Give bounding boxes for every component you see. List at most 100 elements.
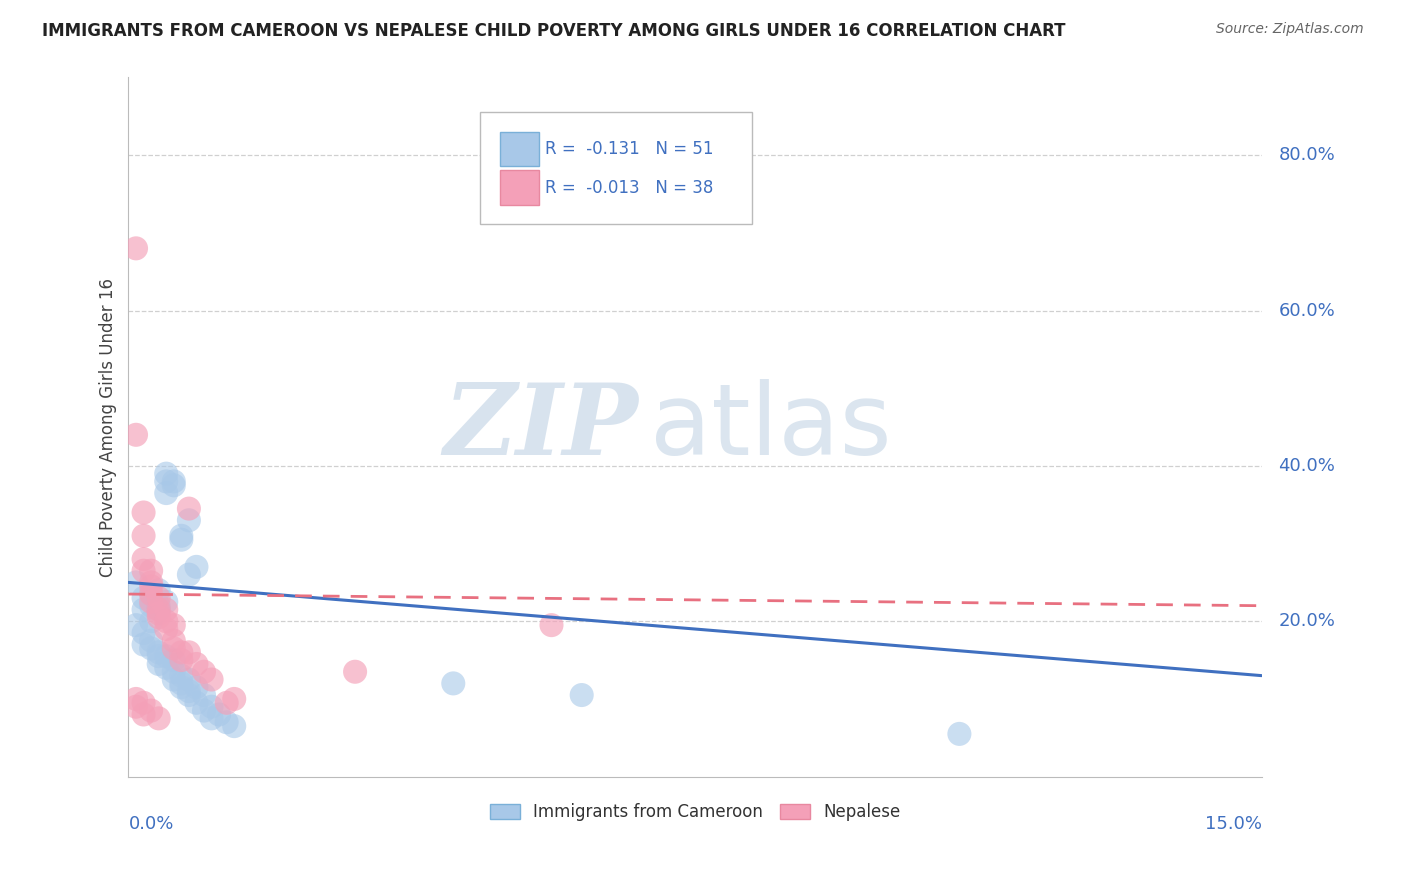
Point <box>177 513 200 527</box>
Point <box>155 661 177 675</box>
Point <box>125 692 148 706</box>
Point <box>215 696 238 710</box>
Point <box>125 618 148 632</box>
Text: Source: ZipAtlas.com: Source: ZipAtlas.com <box>1216 22 1364 37</box>
Point <box>163 673 186 687</box>
Y-axis label: Child Poverty Among Girls Under 16: Child Poverty Among Girls Under 16 <box>100 277 117 576</box>
Point <box>163 478 186 492</box>
Point <box>208 707 231 722</box>
Point <box>139 587 162 601</box>
Text: ZIP: ZIP <box>443 379 638 475</box>
Point <box>177 501 200 516</box>
Text: 60.0%: 60.0% <box>1278 301 1336 319</box>
Point <box>132 707 155 722</box>
Point <box>344 665 367 679</box>
Point <box>155 614 177 628</box>
Point <box>177 684 200 698</box>
Point <box>170 680 193 694</box>
Point <box>200 673 222 687</box>
Point <box>186 680 208 694</box>
Point <box>139 641 162 656</box>
Point <box>139 633 162 648</box>
Point <box>163 633 186 648</box>
Point <box>224 692 246 706</box>
Point <box>170 653 193 667</box>
Point <box>200 711 222 725</box>
Point <box>540 618 562 632</box>
Point <box>571 688 593 702</box>
Point <box>125 575 148 590</box>
Point <box>139 595 162 609</box>
Point <box>170 645 193 659</box>
FancyBboxPatch shape <box>479 112 752 224</box>
Point <box>132 602 155 616</box>
Point <box>155 649 177 664</box>
Point <box>132 529 155 543</box>
Point <box>125 241 148 255</box>
Point <box>170 676 193 690</box>
Point <box>139 579 162 593</box>
FancyBboxPatch shape <box>501 132 538 166</box>
Point <box>132 626 155 640</box>
Text: 15.0%: 15.0% <box>1205 815 1261 833</box>
Point <box>948 727 970 741</box>
Point <box>132 638 155 652</box>
Point <box>132 591 155 605</box>
Text: 20.0%: 20.0% <box>1278 612 1336 631</box>
Point <box>155 467 177 481</box>
Point <box>125 427 148 442</box>
Point <box>148 657 170 671</box>
Point <box>148 591 170 605</box>
Text: 40.0%: 40.0% <box>1278 457 1336 475</box>
Point <box>148 602 170 616</box>
Point <box>193 688 215 702</box>
Text: atlas: atlas <box>650 378 891 475</box>
Point <box>139 575 162 590</box>
Point <box>132 552 155 566</box>
Point <box>148 607 170 621</box>
Point <box>186 560 208 574</box>
Point <box>200 699 222 714</box>
Point <box>125 699 148 714</box>
Point <box>148 711 170 725</box>
Point <box>441 676 464 690</box>
Point <box>139 599 162 613</box>
Point <box>148 602 170 616</box>
Point <box>193 665 215 679</box>
Point <box>132 506 155 520</box>
Point <box>139 704 162 718</box>
Point <box>155 602 177 616</box>
Point <box>139 564 162 578</box>
Point <box>193 704 215 718</box>
Point <box>139 614 162 628</box>
Point <box>186 696 208 710</box>
Point <box>163 653 186 667</box>
Point <box>139 587 162 601</box>
Point <box>163 665 186 679</box>
Legend: Immigrants from Cameroon, Nepalese: Immigrants from Cameroon, Nepalese <box>484 797 907 828</box>
Point <box>155 486 177 500</box>
Text: R =  -0.131   N = 51: R = -0.131 N = 51 <box>546 140 714 158</box>
Point <box>148 649 170 664</box>
Point <box>215 715 238 730</box>
Text: 80.0%: 80.0% <box>1278 146 1336 164</box>
Point <box>177 567 200 582</box>
Point <box>170 529 193 543</box>
Point <box>177 673 200 687</box>
Point <box>177 688 200 702</box>
Text: 0.0%: 0.0% <box>128 815 174 833</box>
Text: R =  -0.013   N = 38: R = -0.013 N = 38 <box>546 179 714 197</box>
Point <box>163 618 186 632</box>
Point <box>186 657 208 671</box>
Point <box>155 595 177 609</box>
Point <box>163 641 186 656</box>
Point <box>170 533 193 547</box>
Point <box>155 475 177 489</box>
Point <box>148 610 170 624</box>
Point <box>148 645 170 659</box>
Point <box>224 719 246 733</box>
FancyBboxPatch shape <box>501 170 538 204</box>
Point <box>148 599 170 613</box>
Point <box>155 622 177 636</box>
Point <box>170 668 193 682</box>
